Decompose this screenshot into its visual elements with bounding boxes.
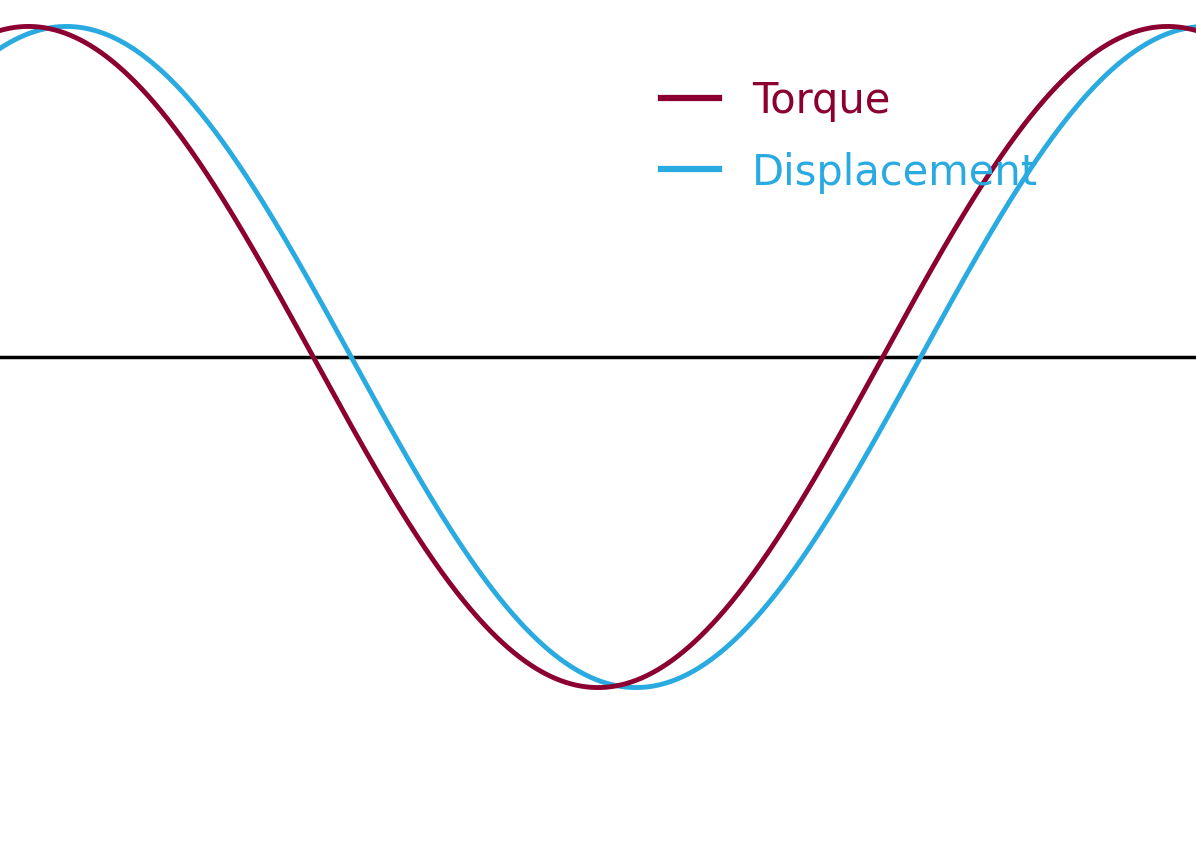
Legend: Torque, Displacement: Torque, Displacement <box>660 81 1038 194</box>
